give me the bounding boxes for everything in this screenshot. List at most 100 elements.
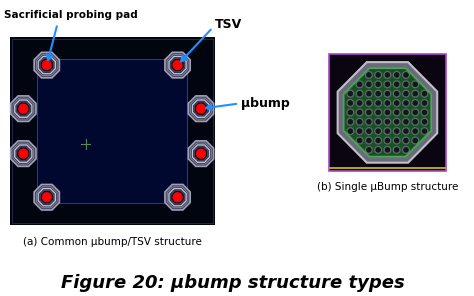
Circle shape bbox=[384, 137, 391, 144]
Circle shape bbox=[375, 81, 382, 88]
Circle shape bbox=[376, 110, 380, 115]
Circle shape bbox=[365, 90, 372, 97]
Polygon shape bbox=[344, 68, 431, 157]
Circle shape bbox=[412, 99, 419, 107]
Polygon shape bbox=[36, 187, 57, 208]
Text: Sacrificial probing pad: Sacrificial probing pad bbox=[4, 10, 137, 20]
Circle shape bbox=[357, 139, 362, 143]
Circle shape bbox=[384, 147, 391, 153]
Polygon shape bbox=[171, 191, 184, 204]
Circle shape bbox=[357, 91, 362, 96]
Polygon shape bbox=[38, 57, 55, 74]
Circle shape bbox=[367, 82, 371, 86]
Circle shape bbox=[404, 82, 408, 86]
Polygon shape bbox=[11, 96, 36, 121]
Circle shape bbox=[42, 193, 51, 202]
Circle shape bbox=[385, 120, 390, 124]
Circle shape bbox=[421, 109, 428, 116]
Circle shape bbox=[404, 110, 408, 115]
Polygon shape bbox=[34, 52, 59, 78]
Circle shape bbox=[393, 90, 400, 97]
Polygon shape bbox=[40, 191, 54, 204]
Circle shape bbox=[197, 149, 205, 158]
Polygon shape bbox=[346, 71, 428, 154]
Circle shape bbox=[422, 101, 427, 105]
Circle shape bbox=[376, 73, 380, 77]
Circle shape bbox=[412, 128, 419, 135]
Circle shape bbox=[421, 90, 428, 97]
Circle shape bbox=[365, 99, 372, 107]
Circle shape bbox=[412, 109, 419, 116]
Circle shape bbox=[421, 118, 428, 125]
Circle shape bbox=[422, 91, 427, 96]
Circle shape bbox=[385, 101, 390, 105]
Circle shape bbox=[375, 147, 382, 153]
Circle shape bbox=[356, 109, 363, 116]
Polygon shape bbox=[38, 189, 55, 206]
Polygon shape bbox=[191, 143, 211, 164]
Polygon shape bbox=[169, 189, 186, 206]
Text: TSV: TSV bbox=[215, 18, 242, 31]
Circle shape bbox=[365, 147, 372, 153]
Polygon shape bbox=[15, 100, 32, 117]
Polygon shape bbox=[194, 102, 208, 115]
Circle shape bbox=[347, 99, 354, 107]
Circle shape bbox=[413, 129, 417, 133]
Polygon shape bbox=[188, 96, 214, 121]
Circle shape bbox=[367, 129, 371, 133]
Circle shape bbox=[42, 61, 51, 70]
Circle shape bbox=[402, 81, 410, 88]
Polygon shape bbox=[167, 55, 188, 75]
Circle shape bbox=[395, 139, 399, 143]
Circle shape bbox=[367, 148, 371, 152]
Circle shape bbox=[404, 73, 408, 77]
Circle shape bbox=[393, 137, 400, 144]
Circle shape bbox=[385, 110, 390, 115]
Bar bbox=[9, 38, 215, 225]
Circle shape bbox=[412, 118, 419, 125]
Circle shape bbox=[385, 129, 390, 133]
Circle shape bbox=[365, 72, 372, 78]
Circle shape bbox=[19, 104, 27, 113]
Circle shape bbox=[365, 128, 372, 135]
Circle shape bbox=[384, 81, 391, 88]
Circle shape bbox=[385, 73, 390, 77]
Circle shape bbox=[375, 72, 382, 78]
Polygon shape bbox=[15, 145, 32, 162]
Circle shape bbox=[348, 101, 352, 105]
Circle shape bbox=[393, 81, 400, 88]
Circle shape bbox=[393, 147, 400, 153]
Polygon shape bbox=[13, 98, 34, 119]
Circle shape bbox=[384, 118, 391, 125]
Circle shape bbox=[348, 129, 352, 133]
Circle shape bbox=[385, 91, 390, 96]
Circle shape bbox=[404, 139, 408, 143]
Circle shape bbox=[356, 99, 363, 107]
Circle shape bbox=[385, 148, 390, 152]
Circle shape bbox=[367, 73, 371, 77]
Polygon shape bbox=[40, 58, 54, 72]
Circle shape bbox=[347, 90, 354, 97]
Circle shape bbox=[395, 148, 399, 152]
Polygon shape bbox=[17, 147, 30, 160]
Polygon shape bbox=[346, 70, 429, 155]
Circle shape bbox=[393, 109, 400, 116]
Circle shape bbox=[356, 90, 363, 97]
Circle shape bbox=[384, 99, 391, 107]
Polygon shape bbox=[165, 52, 190, 78]
Circle shape bbox=[402, 99, 410, 107]
Circle shape bbox=[402, 128, 410, 135]
Circle shape bbox=[375, 90, 382, 97]
Circle shape bbox=[376, 129, 380, 133]
Circle shape bbox=[413, 101, 417, 105]
Polygon shape bbox=[34, 184, 59, 210]
Circle shape bbox=[404, 148, 408, 152]
Circle shape bbox=[402, 147, 410, 153]
Circle shape bbox=[356, 128, 363, 135]
Circle shape bbox=[404, 91, 408, 96]
Polygon shape bbox=[36, 55, 57, 75]
Circle shape bbox=[376, 139, 380, 143]
Circle shape bbox=[367, 91, 371, 96]
Circle shape bbox=[367, 110, 371, 115]
Circle shape bbox=[413, 139, 417, 143]
